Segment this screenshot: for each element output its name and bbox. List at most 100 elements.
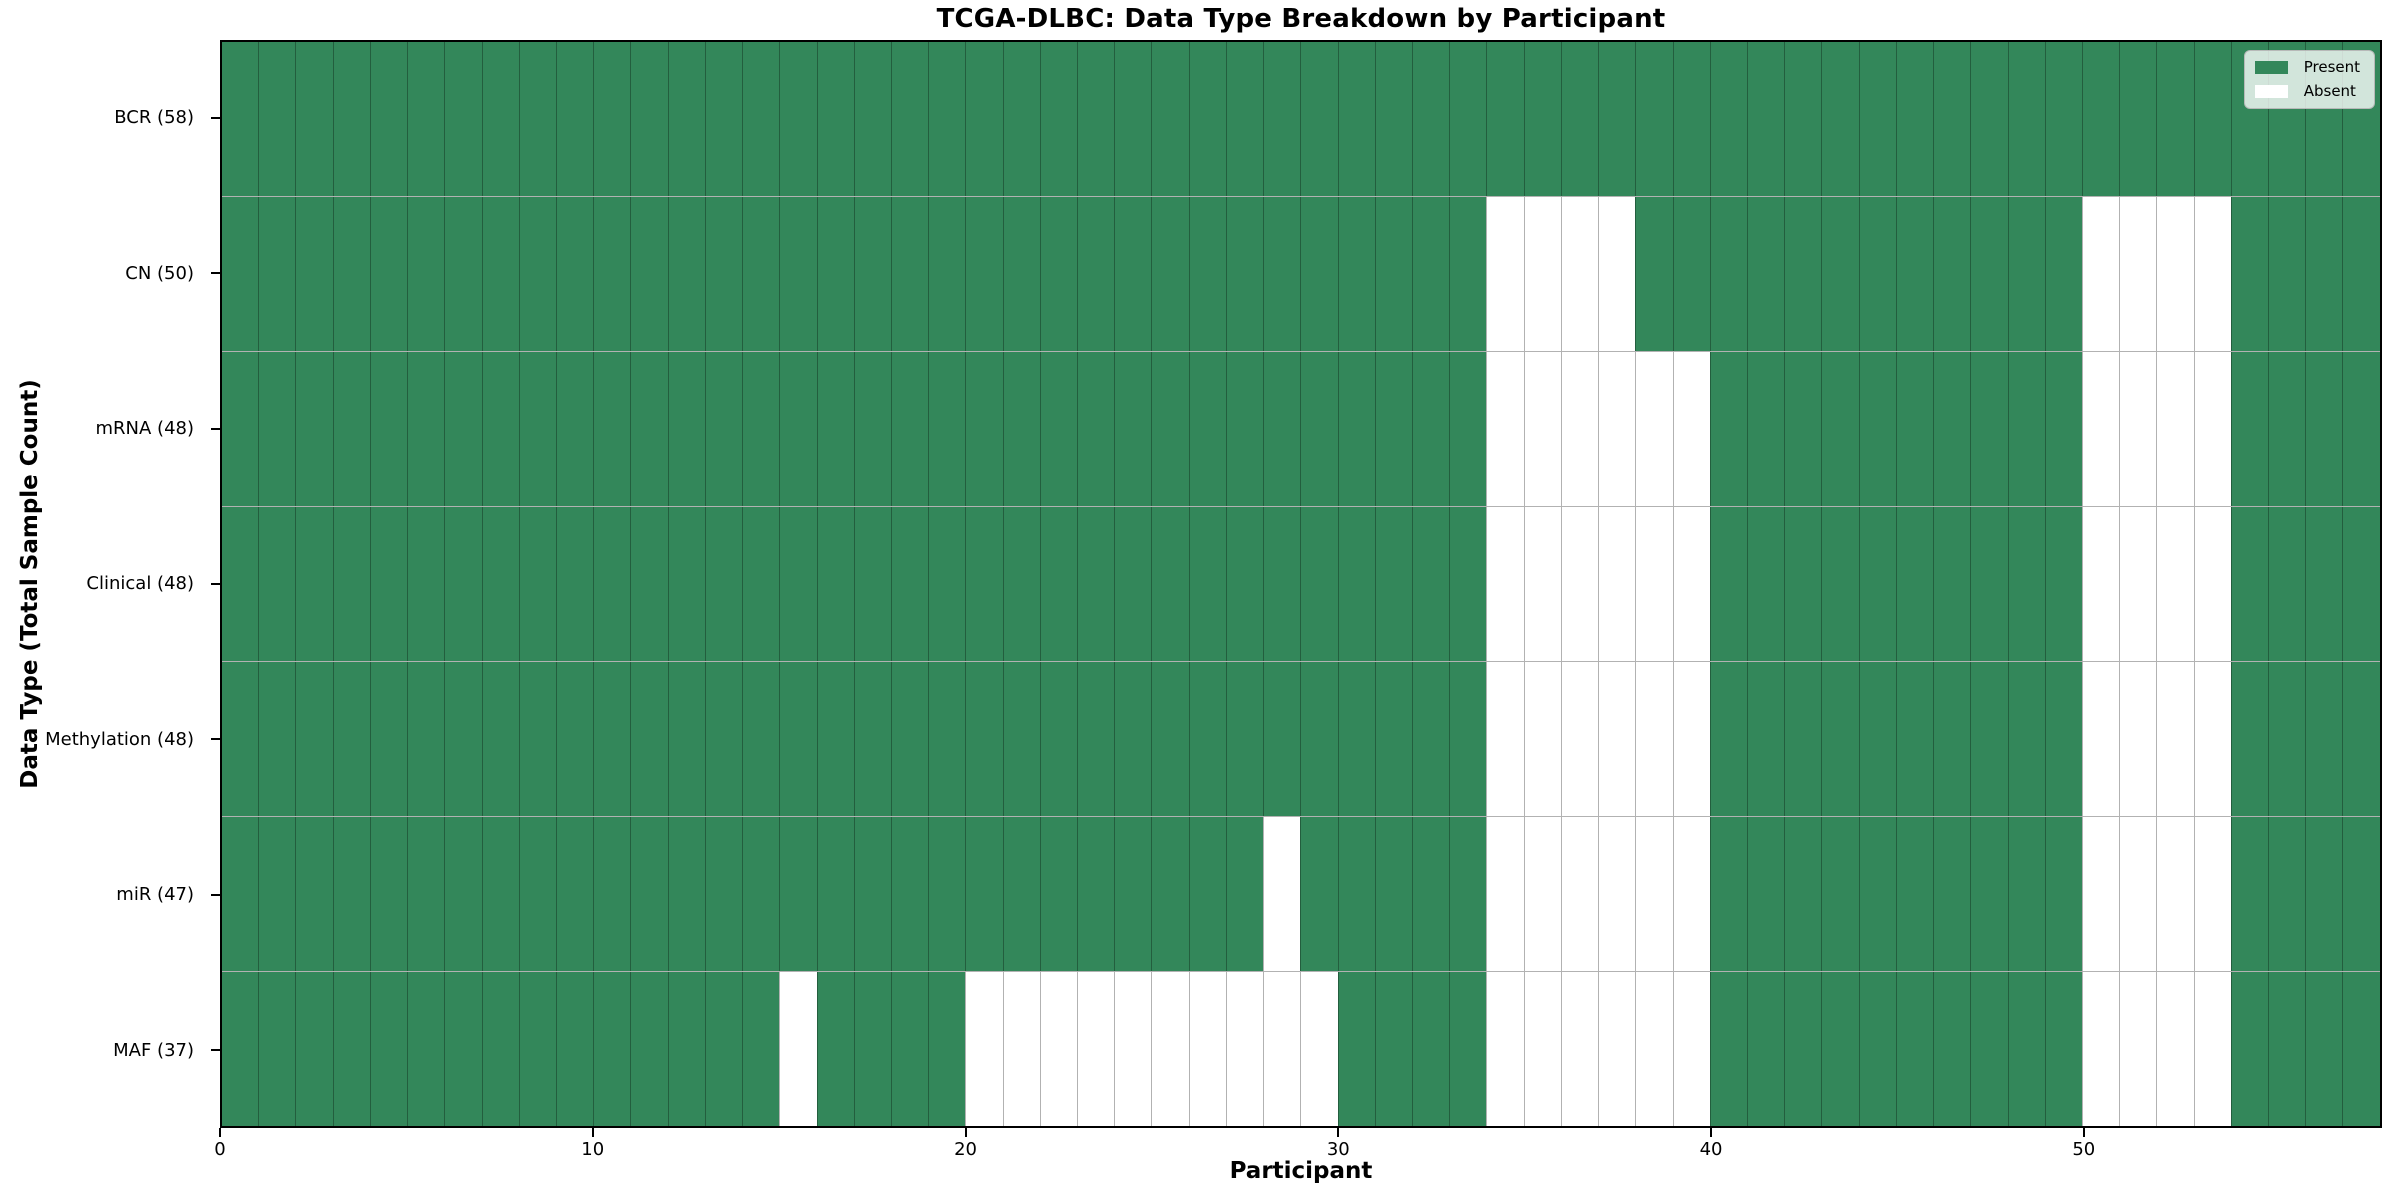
heatmap-cell — [369, 352, 408, 506]
y-tick-label: Clinical (48) — [86, 573, 194, 595]
heatmap-cell — [2119, 352, 2157, 506]
heatmap-cell — [518, 817, 556, 971]
heatmap-cell — [1337, 817, 1375, 971]
heatmap-cell — [1858, 197, 1896, 351]
heatmap-cell — [2007, 817, 2045, 971]
heatmap-cell — [332, 817, 370, 971]
heatmap-cell — [1039, 507, 1078, 661]
heatmap-cell — [630, 42, 668, 196]
heatmap-cell — [1635, 197, 1673, 351]
heatmap-cell — [1077, 507, 1115, 661]
heatmap-cell — [258, 507, 296, 661]
legend-item-present: Present — [2254, 60, 2360, 75]
heatmap-cell — [2007, 972, 2045, 1126]
heatmap-cell — [704, 817, 743, 971]
heatmap-cell — [1300, 817, 1338, 971]
heatmap-cell — [1225, 197, 1264, 351]
heatmap-cell — [1821, 507, 1859, 661]
heatmap-cell — [258, 42, 296, 196]
heatmap-cell — [630, 507, 668, 661]
y-tick-label: mRNA (48) — [95, 418, 195, 440]
heatmap-cell — [1746, 197, 1785, 351]
heatmap-cell — [1486, 197, 1524, 351]
x-tick-label: 0 — [214, 1139, 226, 1160]
heatmap-cell — [222, 817, 259, 971]
heatmap-cell — [1449, 42, 1487, 196]
heatmap-cell — [704, 352, 743, 506]
heatmap-cell — [1039, 817, 1078, 971]
heatmap-cell — [704, 42, 743, 196]
heatmap-cell — [555, 662, 594, 816]
heatmap-row-CN — [222, 196, 2380, 351]
y-tick-Clinical: Clinical (48) — [0, 506, 220, 661]
heatmap-cell — [1858, 352, 1896, 506]
heatmap-cell — [407, 197, 445, 351]
heatmap-cell — [444, 507, 482, 661]
heatmap-cell — [1114, 662, 1152, 816]
heatmap-cell — [2156, 972, 2194, 1126]
heatmap-cell — [1821, 42, 1859, 196]
heatmap-cell — [1002, 972, 1040, 1126]
heatmap-cell — [593, 507, 631, 661]
heatmap-cell — [853, 507, 891, 661]
heatmap-cell — [1784, 507, 1822, 661]
heatmap-cell — [1412, 507, 1450, 661]
heatmap-cell — [407, 352, 445, 506]
heatmap-cell — [2230, 352, 2269, 506]
heatmap-cell — [1114, 197, 1152, 351]
heatmap-cell — [2081, 352, 2120, 506]
heatmap-cell — [928, 42, 966, 196]
heatmap-cell — [1412, 42, 1450, 196]
plot-area: Present Absent — [220, 40, 2382, 1128]
y-tick-CN: CN (50) — [0, 195, 220, 350]
heatmap-cell — [2044, 197, 2082, 351]
heatmap-cell — [444, 352, 482, 506]
heatmap-cell — [222, 507, 259, 661]
heatmap-cell — [890, 817, 929, 971]
heatmap-cell — [779, 972, 817, 1126]
heatmap-cell — [1002, 662, 1040, 816]
heatmap-row-MAF — [222, 971, 2380, 1126]
legend: Present Absent — [2243, 50, 2375, 109]
heatmap-cell — [2081, 197, 2120, 351]
heatmap-cell — [295, 507, 333, 661]
heatmap-cell — [853, 972, 891, 1126]
heatmap-cell — [1635, 972, 1673, 1126]
heatmap-cell — [890, 197, 929, 351]
heatmap-cell — [1151, 352, 1189, 506]
heatmap-cell — [630, 662, 668, 816]
heatmap-cell — [2044, 817, 2082, 971]
heatmap-cell — [2305, 352, 2343, 506]
heatmap-cell — [1151, 817, 1189, 971]
heatmap-cell — [2119, 972, 2157, 1126]
heatmap-cell — [2081, 972, 2120, 1126]
heatmap-cell — [1263, 662, 1301, 816]
y-tick-mark — [211, 1049, 220, 1052]
heatmap-cell — [1337, 507, 1375, 661]
heatmap-cell — [742, 507, 780, 661]
heatmap-cell — [1188, 507, 1226, 661]
heatmap-cell — [853, 352, 891, 506]
heatmap-cell — [2305, 662, 2343, 816]
heatmap-cell — [965, 817, 1003, 971]
heatmap-cell — [779, 662, 817, 816]
heatmap-cell — [222, 197, 259, 351]
heatmap-cell — [1895, 662, 1934, 816]
heatmap-cell — [1709, 352, 1747, 506]
heatmap-cell — [1709, 42, 1747, 196]
x-tick-label: 30 — [1326, 1139, 1350, 1160]
x-axis-title: Participant — [1229, 1158, 1373, 1184]
heatmap-cell — [742, 352, 780, 506]
heatmap-cell — [2193, 972, 2231, 1126]
heatmap-cell — [1560, 972, 1599, 1126]
heatmap-cell — [295, 817, 333, 971]
heatmap-cell — [853, 42, 891, 196]
heatmap-cell — [2156, 42, 2194, 196]
heatmap-cell — [742, 42, 780, 196]
heatmap-cell — [1560, 817, 1599, 971]
heatmap-cell — [1709, 662, 1747, 816]
heatmap-cell — [1523, 42, 1561, 196]
y-tick-label: MAF (37) — [113, 1039, 194, 1061]
x-tick-label: 10 — [581, 1139, 605, 1160]
heatmap-cell — [816, 972, 854, 1126]
